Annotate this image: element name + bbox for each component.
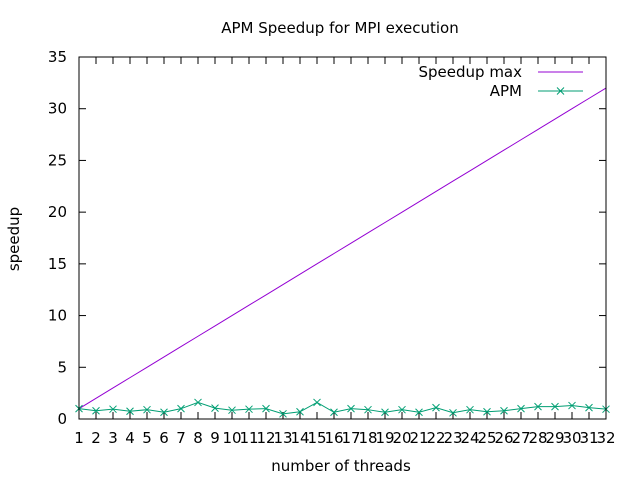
data-point-apm	[483, 407, 491, 416]
x-tick-label: 23	[443, 429, 462, 447]
data-point-apm	[262, 404, 270, 413]
y-tick-label: 15	[48, 255, 67, 273]
data-point-apm	[279, 409, 287, 418]
x-tick-label: 16	[324, 429, 343, 447]
data-point-apm	[245, 405, 253, 414]
data-point-apm	[432, 403, 440, 412]
x-tick-label: 17	[341, 429, 360, 447]
data-point-apm	[296, 407, 304, 416]
y-tick-label: 30	[48, 100, 67, 118]
x-tick-label: 5	[142, 429, 152, 447]
x-tick-label: 29	[545, 429, 564, 447]
x-tick-label: 3	[108, 429, 118, 447]
data-point-apm	[228, 406, 236, 415]
x-tick-label: 10	[222, 429, 241, 447]
y-tick-label: 0	[57, 410, 67, 428]
data-point-apm	[347, 404, 355, 413]
x-tick-label: 14	[290, 429, 309, 447]
data-point-apm	[534, 402, 542, 411]
x-tick-label: 31	[579, 429, 598, 447]
x-tick-label: 15	[307, 429, 326, 447]
y-tick-label: 20	[48, 203, 67, 221]
x-tick-label: 8	[193, 429, 203, 447]
data-point-apm	[92, 406, 100, 415]
plot-area-border	[78, 56, 607, 420]
series-line-speedup-max	[78, 87, 607, 410]
data-point-apm	[466, 405, 474, 414]
data-point-apm	[568, 401, 576, 410]
x-tick-label: 13	[273, 429, 292, 447]
data-point-apm	[551, 402, 559, 411]
x-tick-label: 30	[562, 429, 581, 447]
data-point-apm	[500, 406, 508, 415]
x-tick-label: 7	[176, 429, 186, 447]
x-tick-label: 6	[159, 429, 169, 447]
y-axis-label: speedup	[5, 207, 23, 271]
data-point-apm	[109, 405, 117, 414]
x-tick-label: 20	[392, 429, 411, 447]
x-tick-label: 25	[477, 429, 496, 447]
data-point-apm	[381, 408, 389, 417]
data-point-apm	[126, 407, 134, 416]
series-line-apm	[78, 401, 607, 415]
x-tick-label: 28	[528, 429, 547, 447]
x-tick-label: 24	[460, 429, 479, 447]
x-tick-label: 9	[210, 429, 220, 447]
x-tick-label: 32	[596, 429, 615, 447]
x-tick-label: 19	[375, 429, 394, 447]
data-point-apm	[143, 405, 151, 414]
data-point-apm	[194, 398, 202, 407]
x-axis-label: number of threads	[271, 457, 411, 475]
data-point-apm	[313, 398, 321, 407]
x-tick-label: 2	[91, 429, 101, 447]
x-tick-label: 12	[256, 429, 275, 447]
x-tick-label: 27	[511, 429, 530, 447]
data-point-apm	[415, 408, 423, 417]
legend-label-speedup-max: Speedup max	[419, 63, 523, 81]
data-point-apm	[160, 408, 168, 417]
y-axis-ticks: 0 5 10 15 20 25 30 35	[48, 48, 606, 428]
x-tick-label: 18	[358, 429, 377, 447]
data-point-apm	[449, 408, 457, 417]
data-point-apm	[398, 405, 406, 414]
data-point-apm	[211, 404, 219, 412]
y-tick-label: 25	[48, 151, 67, 169]
legend-label-apm: APM	[490, 82, 522, 100]
legend-marker-apm	[556, 87, 565, 95]
x-tick-label: 11	[239, 429, 258, 447]
y-tick-label: 10	[48, 307, 67, 325]
x-tick-label: 1	[74, 429, 84, 447]
x-axis-ticks: 1 2 3 4 5 6 7 8 9 1011121314151617181920212223242…	[74, 57, 616, 447]
x-tick-label: 26	[494, 429, 513, 447]
x-tick-label: 21	[409, 429, 428, 447]
chart-title: APM Speedup for MPI execution	[221, 19, 459, 37]
data-point-apm	[585, 403, 593, 412]
data-point-apm	[517, 404, 525, 413]
x-tick-label: 4	[125, 429, 135, 447]
data-point-apm	[330, 408, 338, 417]
y-tick-label: 5	[57, 358, 67, 376]
data-point-apm	[364, 405, 372, 414]
x-tick-label: 22	[426, 429, 445, 447]
data-point-apm	[177, 404, 185, 413]
y-tick-label: 35	[48, 48, 67, 66]
